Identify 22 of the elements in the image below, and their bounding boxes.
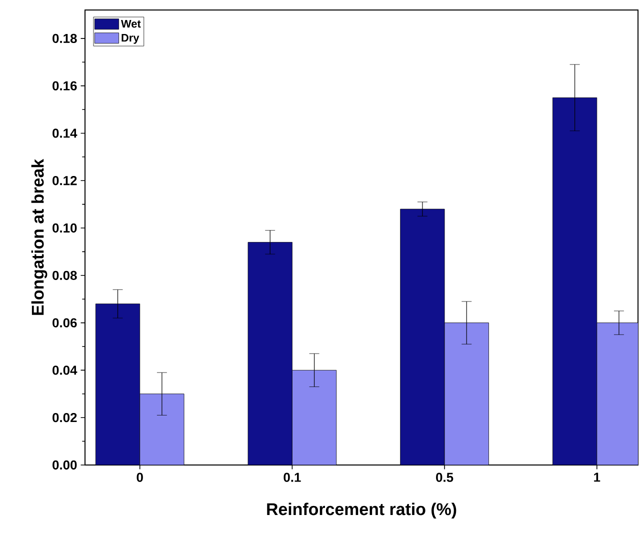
x-tick-label: 1	[594, 472, 600, 482]
y-tick-label: 0.18	[52, 34, 77, 44]
bar	[248, 242, 292, 465]
y-tick-label: 0.00	[52, 460, 77, 470]
y-tick-label: 0.16	[52, 81, 77, 90]
y-axis-title: Elongation at break	[31, 158, 48, 315]
y-tick-label: 0.10	[52, 223, 77, 233]
bar	[95, 304, 140, 465]
y-tick-label: 0.14	[52, 128, 78, 138]
bar	[552, 97, 598, 465]
x-tick-label: 0	[136, 472, 143, 482]
x-axis-title: Reinforcement ratio (%)	[267, 502, 456, 519]
y-tick-label: 0.06	[52, 318, 77, 328]
bar	[400, 208, 445, 465]
y-tick-label: 0.12	[52, 176, 77, 186]
legend-label: Wet	[121, 20, 141, 28]
y-tick-label: 0.02	[52, 413, 77, 422]
legend-label: Dry	[122, 34, 140, 44]
x-tick-label: 0.1	[284, 472, 301, 482]
x-tick-label: 0.5	[436, 472, 454, 482]
y-tick-label: 0.08	[52, 270, 77, 280]
y-tick-label: 0.04	[52, 366, 78, 375]
